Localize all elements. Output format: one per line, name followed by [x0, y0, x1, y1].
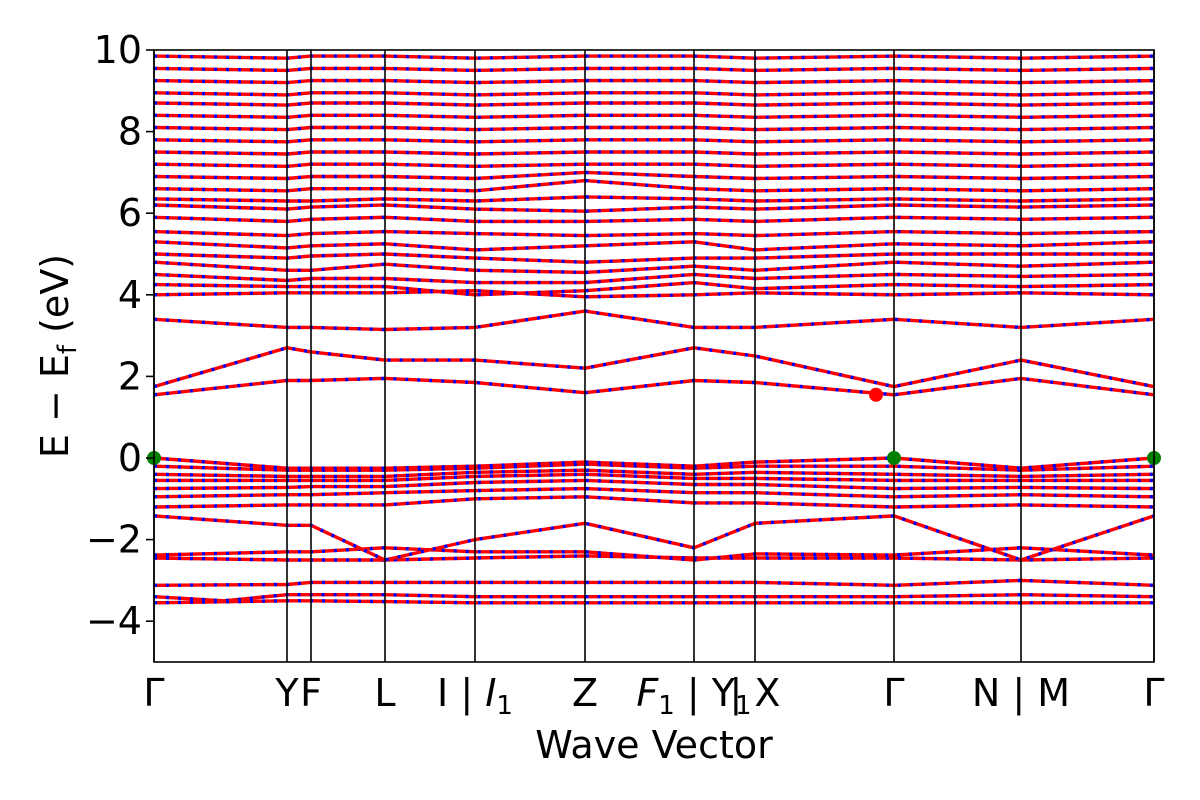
band-line-spin-up [154, 252, 1154, 264]
band-line-spin-up [154, 170, 1154, 181]
band-line-spin-up [154, 260, 1154, 275]
band-line-spin-up [154, 66, 1154, 73]
extrema-markers [147, 387, 1161, 465]
band-line-spin-down [154, 599, 1154, 605]
band-line-spin-up [154, 113, 1154, 119]
y-tick-label: 4 [118, 273, 142, 317]
band-line-spin-down [154, 495, 1154, 509]
band-line-spin-up [154, 599, 1154, 605]
band-line-spin-up [154, 91, 1154, 97]
x-axis-label: Wave Vector [535, 723, 773, 767]
band-line-spin-up [154, 125, 1154, 132]
x-tick-label: Γ [143, 671, 164, 715]
band-line-spin-up [154, 162, 1154, 168]
band-line-spin-down [154, 252, 1154, 264]
y-axis-ticks: −4 −2 0 2 4 6 8 10 [86, 28, 154, 643]
band-line-spin-up [154, 272, 1154, 285]
band-line-spin-up [154, 203, 1154, 213]
band-line-spin-down [154, 78, 1154, 85]
band-line-spin-down [154, 462, 1154, 472]
y-tick-label: 8 [118, 110, 142, 154]
band-line-spin-down [154, 138, 1154, 144]
band-line-spin-down [154, 125, 1154, 132]
x-tick-label: I | I1 [437, 671, 513, 721]
band-line-spin-down [154, 150, 1154, 156]
band-line-spin-down [154, 472, 1154, 483]
x-tick-label: Y [274, 671, 299, 715]
band-line-spin-down [154, 229, 1154, 238]
y-tick-label: 2 [118, 354, 142, 398]
band-line-spin-down [154, 162, 1154, 169]
band-line-spin-down [154, 288, 1154, 299]
band-line-spin-up [154, 150, 1154, 156]
y-tick-label: 6 [118, 191, 142, 235]
band-line-spin-down [154, 170, 1154, 181]
y-axis-label-sub: f [53, 344, 83, 354]
x-tick-label: | X [730, 671, 781, 716]
band-line-spin-down [154, 66, 1154, 73]
band-line-spin-down [154, 592, 1154, 603]
band-line-spin-up [154, 229, 1154, 238]
band-line-spin-down [154, 468, 1154, 479]
y-tick-label: −2 [86, 518, 142, 562]
cbm-marker [869, 387, 883, 402]
band-line-spin-down [154, 215, 1154, 224]
x-tick-label: Z [572, 671, 598, 715]
band-line-spin-up [154, 54, 1154, 60]
band-line-spin-down [154, 486, 1154, 499]
plot-frame [153, 49, 1155, 663]
band-line-spin-down [154, 203, 1154, 213]
band-line-spin-up [154, 578, 1154, 587]
band-line-spin-down [154, 101, 1154, 107]
band-line-spin-down [154, 554, 1154, 562]
y-tick-label: 0 [118, 436, 142, 480]
band-line-spin-down [154, 54, 1154, 60]
y-tick-label: −4 [86, 599, 142, 643]
band-line-spin-up [154, 138, 1154, 144]
band-line-spin-up [154, 195, 1154, 203]
band-line-spin-down [154, 195, 1154, 203]
band-line-spin-down [154, 514, 1154, 562]
band-line-spin-down [154, 91, 1154, 97]
band-line-spin-up [154, 486, 1154, 499]
y-axis-label: E − Ef (eV) [33, 254, 83, 458]
x-tick-label: N | M [972, 671, 1070, 716]
x-tick-label: F1 | Y1 [636, 671, 751, 721]
band-line-spin-up [154, 215, 1154, 224]
band-line-spin-down [154, 478, 1154, 491]
band-line-spin-up [154, 495, 1154, 509]
x-tick-label: Γ [1143, 671, 1164, 715]
y-tick-label: 10 [94, 28, 142, 72]
band-line-spin-up [154, 289, 1154, 299]
x-tick-label: Γ [883, 671, 904, 715]
band-line-spin-up [154, 240, 1154, 252]
band-line-spin-down [154, 578, 1154, 588]
bands-layer [154, 54, 1154, 605]
y-axis-label-unit: (eV) [33, 254, 77, 345]
band-line-spin-up [154, 101, 1154, 107]
band-line-spin-down [154, 113, 1154, 120]
x-tick-label: F [300, 671, 322, 715]
x-tick-label: L [374, 671, 395, 715]
vbm-marker [887, 451, 901, 465]
y-axis-label-main: E − E [33, 354, 77, 458]
band-line-spin-up [154, 178, 1154, 193]
band-line-spin-up [154, 78, 1154, 85]
